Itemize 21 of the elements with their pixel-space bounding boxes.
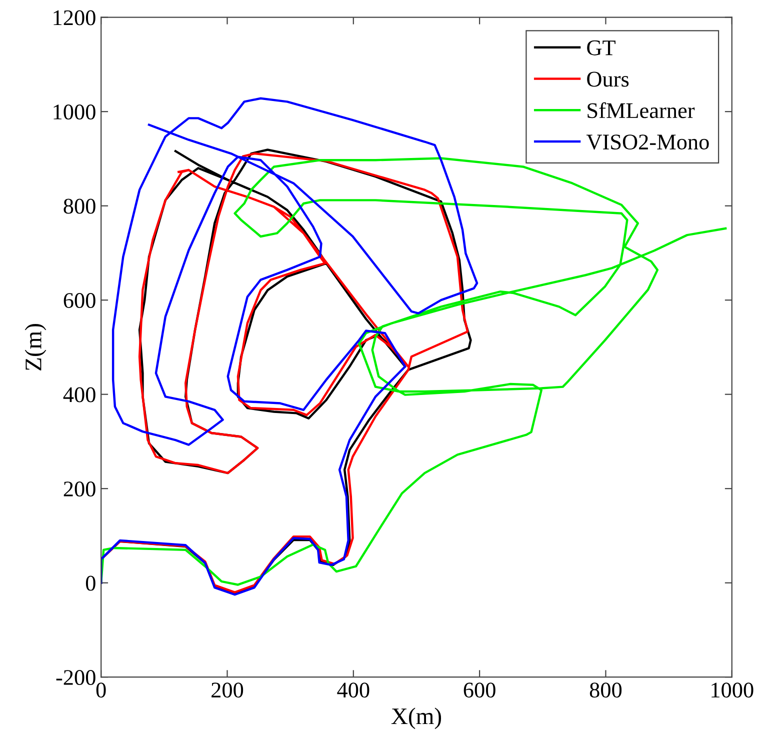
x-tick-label: 200 <box>212 682 244 698</box>
legend-label: Ours <box>587 72 629 87</box>
legend-label: GT <box>587 40 616 56</box>
y-axis-title: Z(m) <box>24 324 46 370</box>
y-tick-label: 600 <box>64 293 96 308</box>
x-tick-label: 0 <box>96 682 106 698</box>
x-tick-label: 600 <box>464 682 496 698</box>
x-tick-label: 400 <box>337 682 370 698</box>
line-series <box>101 157 727 586</box>
y-tick-label: 800 <box>64 198 96 214</box>
y-tick-label: 1200 <box>54 10 96 26</box>
y-tick-label: 0 <box>86 576 96 591</box>
x-axis-title: X(m) <box>391 708 442 730</box>
legend-label: VISO2-Mono <box>586 134 709 150</box>
y-tick-label: 400 <box>63 387 96 402</box>
x-tick-label: 800 <box>590 682 622 698</box>
legend-label: SfMLearner <box>588 102 695 118</box>
x-tick-label: 1000 <box>712 682 754 698</box>
y-tick-label: -200 <box>56 670 96 686</box>
y-tick-label: 1000 <box>54 104 96 120</box>
y-tick-label: 200 <box>64 482 96 497</box>
